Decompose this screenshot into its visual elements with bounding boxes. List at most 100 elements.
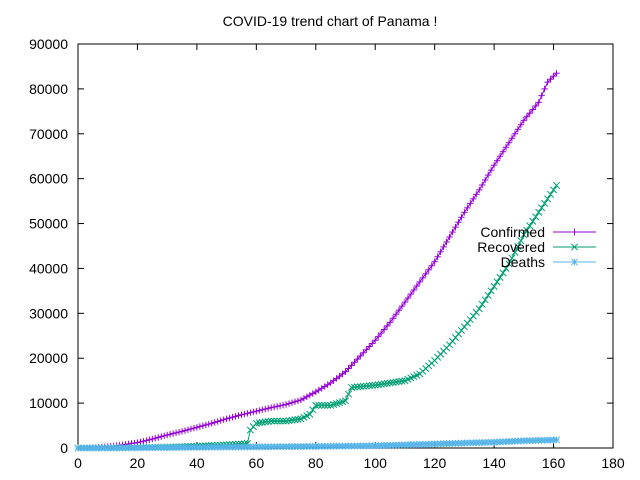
data-point bbox=[256, 407, 263, 414]
data-point bbox=[321, 401, 329, 409]
data-point bbox=[493, 278, 501, 286]
data-point bbox=[552, 436, 561, 444]
data-point bbox=[291, 416, 299, 424]
data-point bbox=[199, 422, 207, 429]
data-point bbox=[499, 269, 507, 277]
data-point bbox=[366, 343, 373, 350]
data-point bbox=[196, 423, 204, 430]
x-tick-label: 20 bbox=[130, 455, 146, 471]
legend-label: Recovered bbox=[477, 239, 545, 255]
data-point bbox=[526, 222, 534, 230]
data-point bbox=[511, 248, 519, 256]
data-point bbox=[380, 380, 388, 388]
data-point bbox=[449, 228, 456, 236]
data-point bbox=[363, 346, 370, 353]
data-point bbox=[532, 213, 540, 221]
data-point bbox=[377, 329, 385, 337]
data-point bbox=[493, 157, 501, 164]
data-point bbox=[544, 195, 552, 203]
data-point bbox=[247, 409, 254, 416]
data-point bbox=[452, 223, 459, 231]
y-tick-label: 50000 bbox=[29, 216, 68, 232]
data-point bbox=[517, 237, 525, 245]
data-point bbox=[187, 425, 195, 433]
data-point bbox=[455, 219, 462, 226]
data-point bbox=[552, 181, 561, 189]
data-point bbox=[362, 382, 370, 390]
data-point bbox=[389, 315, 397, 322]
data-point bbox=[297, 396, 305, 404]
x-tick-label: 0 bbox=[74, 455, 82, 471]
data-point bbox=[392, 311, 400, 318]
data-point bbox=[446, 233, 453, 241]
data-point bbox=[229, 414, 236, 421]
data-point bbox=[419, 274, 426, 282]
data-point bbox=[529, 217, 537, 225]
data-point bbox=[137, 438, 144, 446]
data-point bbox=[416, 278, 424, 286]
data-point bbox=[437, 248, 444, 256]
data-point bbox=[383, 322, 391, 330]
data-point bbox=[484, 291, 492, 299]
data-point bbox=[538, 92, 545, 99]
data-point bbox=[175, 428, 183, 436]
data-point bbox=[318, 401, 326, 409]
data-point bbox=[422, 270, 429, 278]
data-point bbox=[413, 282, 421, 290]
data-point bbox=[476, 186, 483, 194]
data-point bbox=[354, 355, 361, 363]
data-point bbox=[372, 337, 379, 344]
data-point bbox=[357, 352, 364, 360]
data-point bbox=[490, 162, 498, 169]
data-point bbox=[217, 417, 224, 424]
data-point bbox=[140, 437, 147, 445]
data-point bbox=[324, 401, 332, 409]
data-point bbox=[478, 300, 486, 308]
data-point bbox=[279, 401, 287, 409]
data-point bbox=[276, 402, 284, 409]
x-tick-label: 180 bbox=[601, 455, 625, 471]
data-point bbox=[547, 190, 555, 198]
data-point bbox=[508, 135, 516, 142]
data-point bbox=[172, 429, 180, 437]
data-point bbox=[294, 397, 302, 405]
data-point bbox=[383, 379, 391, 387]
data-point bbox=[143, 437, 150, 444]
data-point bbox=[348, 362, 355, 369]
data-point bbox=[481, 176, 489, 184]
data-point bbox=[282, 417, 290, 425]
data-point bbox=[255, 419, 263, 427]
data-point bbox=[410, 286, 418, 294]
data-point bbox=[241, 410, 248, 418]
data-point bbox=[487, 287, 495, 295]
data-point bbox=[496, 273, 504, 281]
data-point bbox=[395, 378, 403, 386]
data-point bbox=[398, 302, 406, 310]
data-point bbox=[347, 383, 355, 391]
data-point bbox=[443, 238, 450, 246]
x-tick-label: 120 bbox=[423, 455, 447, 471]
data-point bbox=[535, 99, 542, 106]
y-tick-label: 90000 bbox=[29, 36, 68, 52]
legend-label: Deaths bbox=[501, 254, 545, 270]
x-tick-label: 140 bbox=[482, 455, 506, 471]
data-point bbox=[264, 417, 272, 426]
data-point bbox=[434, 253, 441, 260]
y-tick-label: 0 bbox=[60, 440, 68, 456]
data-point bbox=[273, 417, 281, 425]
data-point bbox=[440, 243, 447, 251]
y-tick-label: 20000 bbox=[29, 350, 68, 366]
data-point bbox=[155, 434, 162, 441]
x-axis: 0 20 40 60 80 100 120 140 160 180 bbox=[74, 44, 625, 471]
data-point bbox=[158, 433, 165, 440]
data-point bbox=[502, 264, 510, 272]
data-point bbox=[306, 410, 314, 418]
data-point bbox=[479, 181, 486, 189]
data-point bbox=[181, 427, 189, 434]
data-point bbox=[404, 294, 412, 302]
data-point bbox=[166, 431, 174, 438]
data-point bbox=[514, 242, 522, 251]
y-tick-label: 80000 bbox=[29, 81, 68, 97]
